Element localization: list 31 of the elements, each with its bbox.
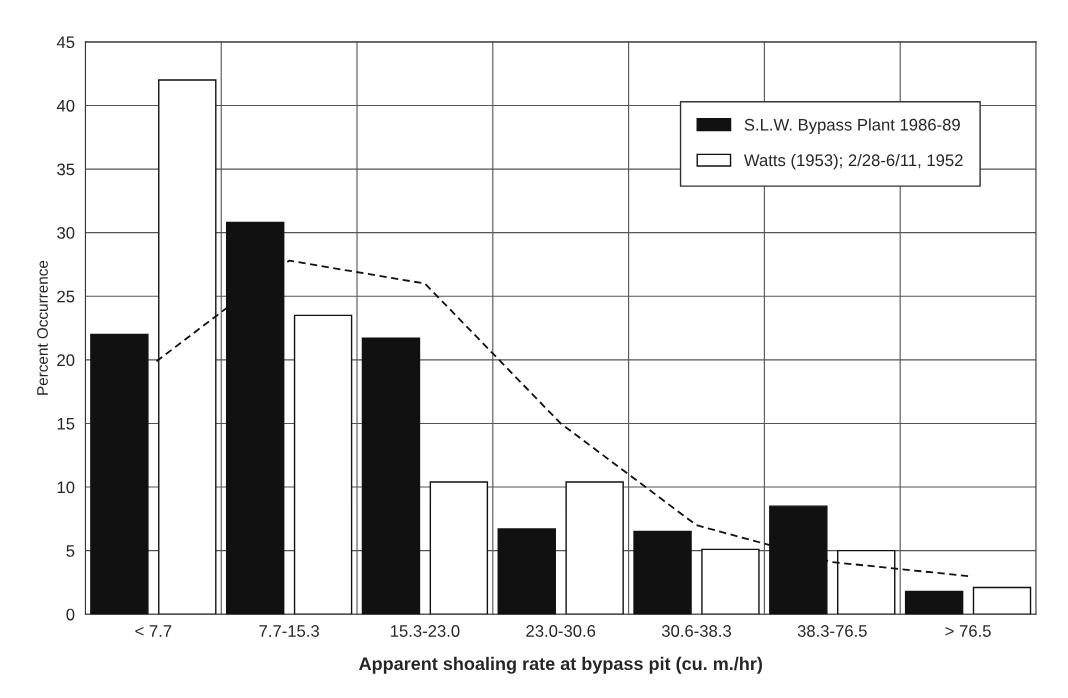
x-tick-label: 15.3-23.0 [390,625,460,637]
bar [90,333,149,615]
x-tick-label: 38.3-76.5 [797,625,867,637]
x-tick-label: 7.7-15.3 [259,625,319,637]
bar [497,528,556,615]
y-tick-label: 30 [57,227,75,239]
bar [293,314,353,615]
y-tick-label: 45 [56,36,75,49]
bar [904,590,964,615]
legend-label: Watts (1953); 2/28-6/11, 1952 [743,153,963,170]
bar [565,481,624,615]
y-tick-label: 0 [66,608,75,621]
bar [972,586,1032,615]
y-tick-label: 5 [66,545,75,557]
bar [701,548,760,615]
y-tick-label: 40 [56,99,75,112]
x-axis-title: Apparent shoaling rate at bypass pit (cu. m./hr) [359,656,762,674]
x-tick-label: 23.0-30.6 [526,625,596,637]
y-tick-label: 25 [57,290,75,303]
bar [633,530,692,615]
x-tick-label: 30.6-38.3 [661,625,731,637]
bar [429,481,489,615]
y-tick-label: 15 [57,418,75,430]
legend-label: S.L.W. Bypass Plant 1986-89 [744,118,960,134]
x-tick-label: < 7.7 [135,625,172,637]
bar [361,337,421,615]
x-tick-label: > 76.5 [945,625,991,637]
y-axis-title: Percent Occurrence [37,260,48,395]
y-tick-label: 35 [57,163,75,176]
y-tick-label: 10 [57,481,75,494]
y-tick-label: 20 [57,354,75,367]
